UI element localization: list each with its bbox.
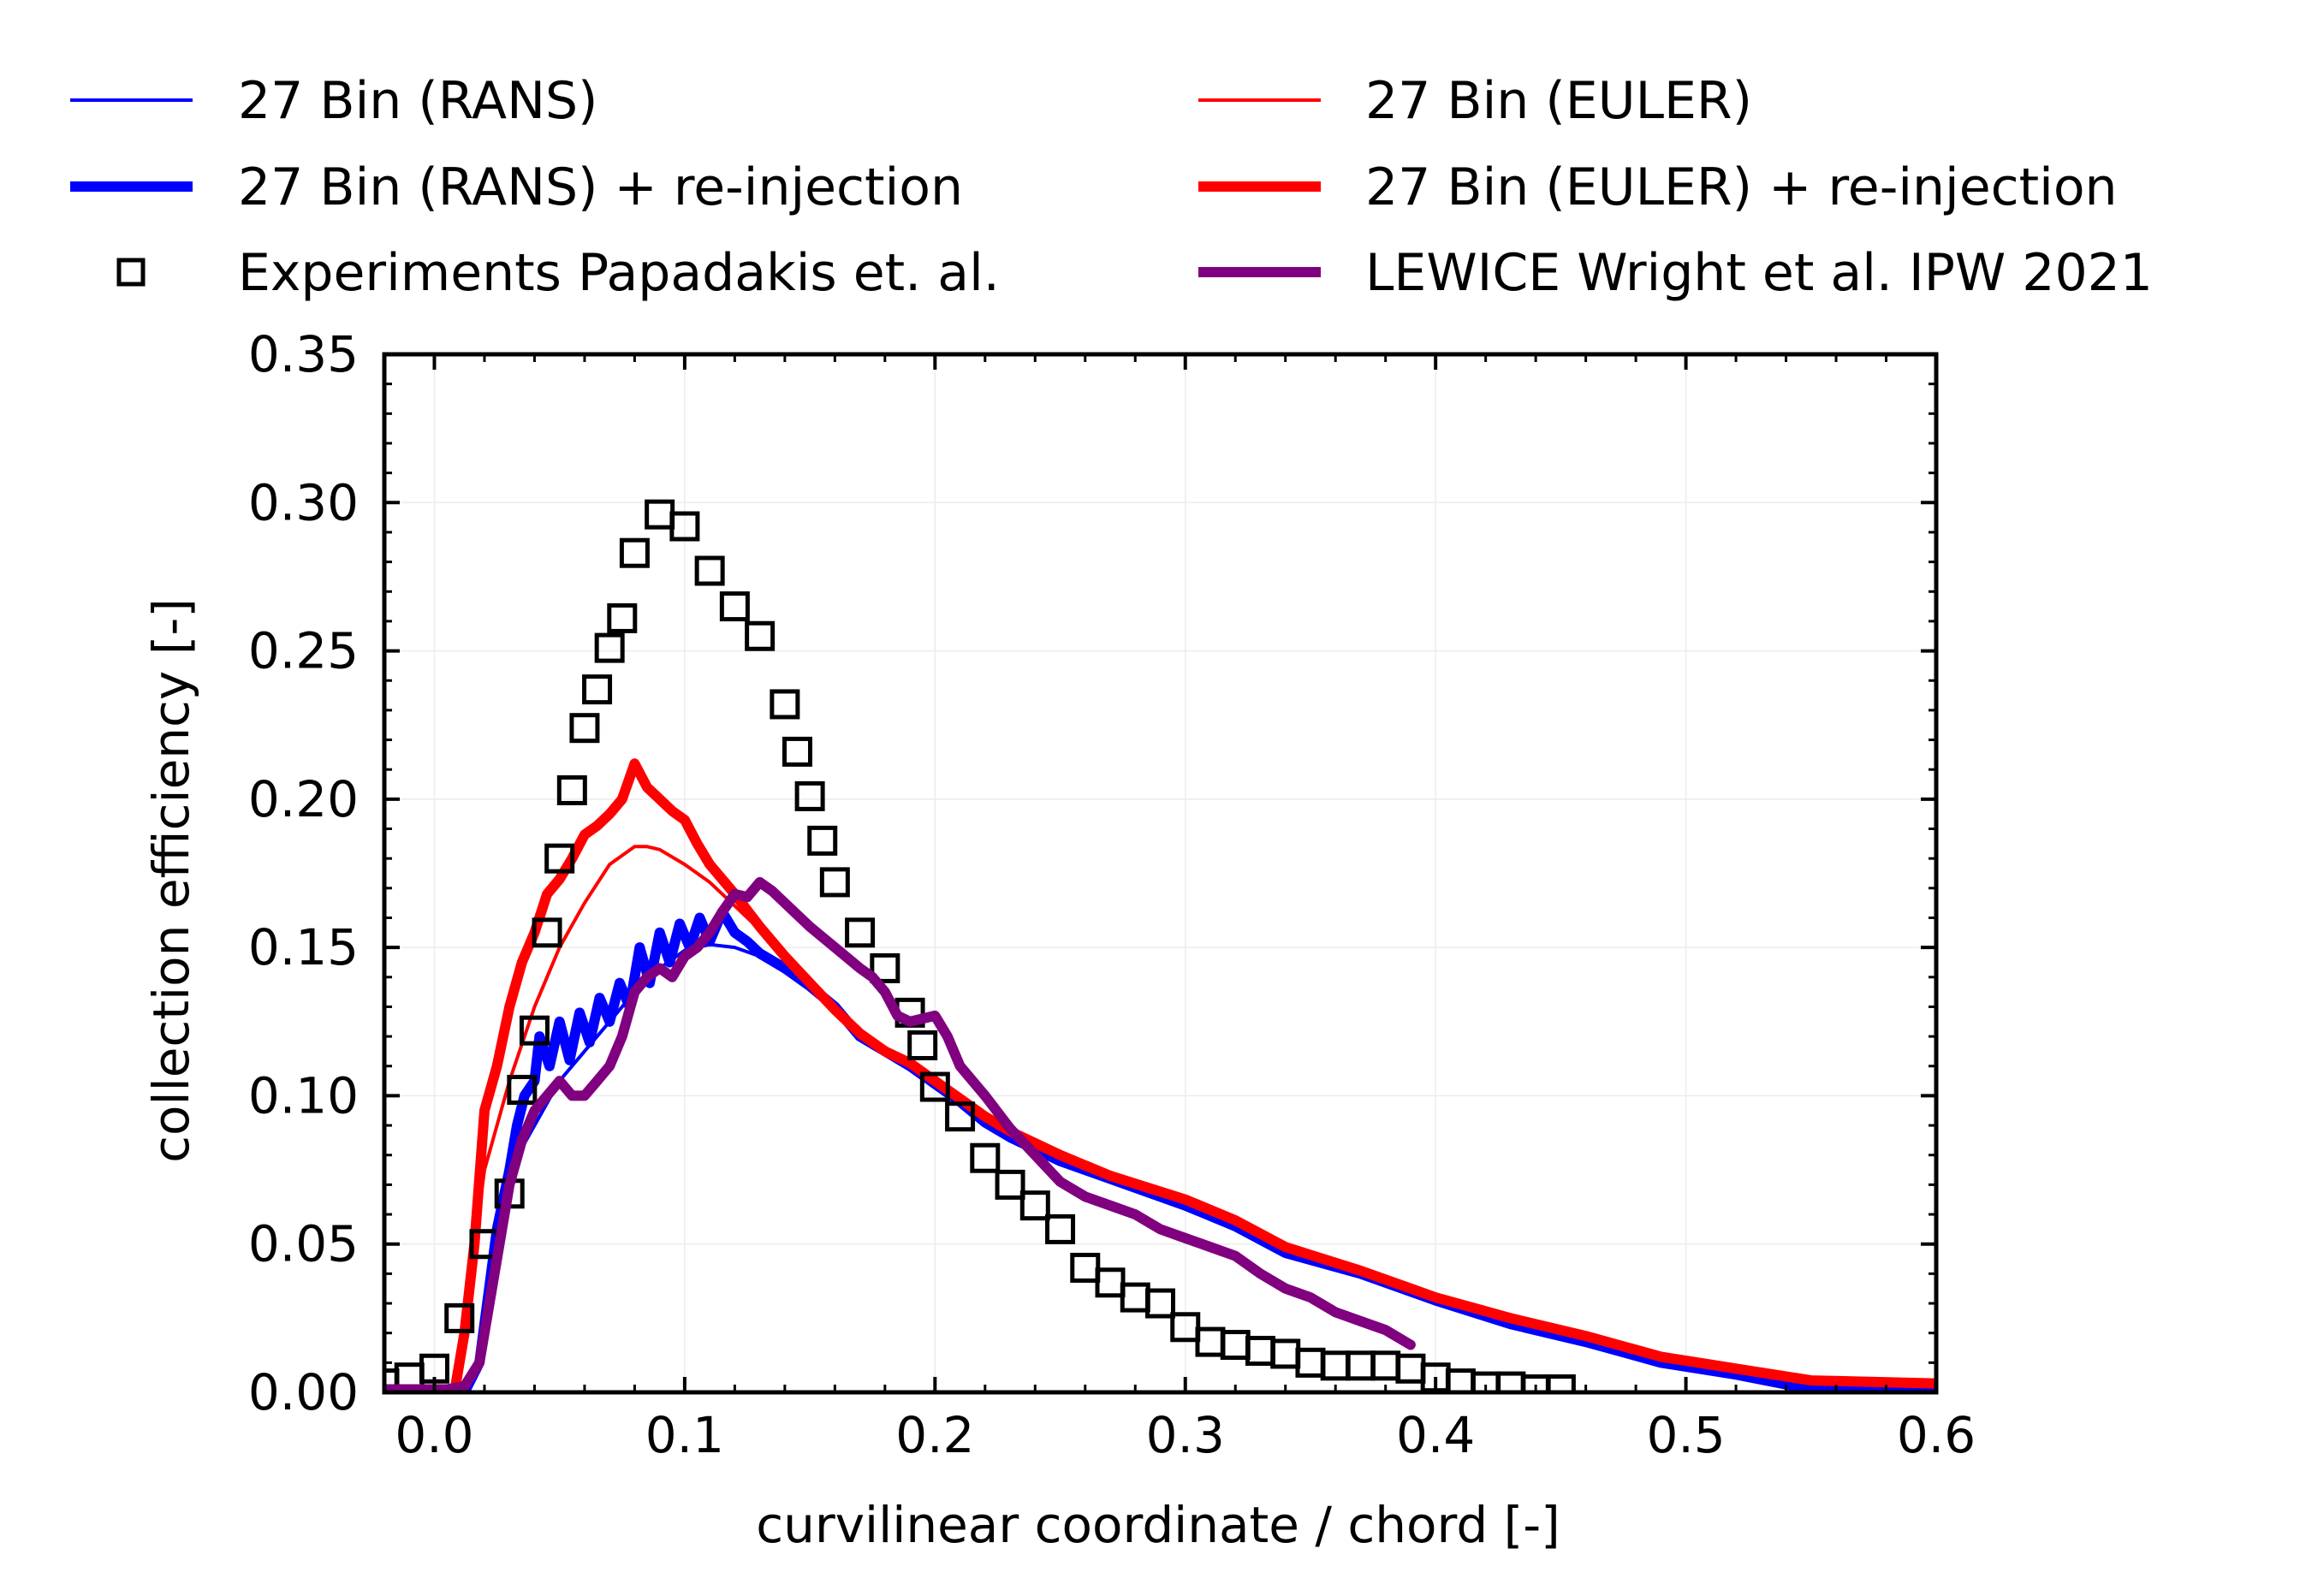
data-point-marker xyxy=(582,674,613,705)
series-line xyxy=(384,876,1416,1392)
data-point-marker xyxy=(594,632,625,663)
x-tick-label: 0.3 xyxy=(1146,1406,1225,1464)
data-point-marker xyxy=(569,713,600,744)
data-point-marker xyxy=(519,1015,550,1046)
data-point-marker xyxy=(719,591,750,622)
data-point-marker xyxy=(444,1302,475,1333)
y-tick-label: 0.10 xyxy=(248,1066,359,1124)
data-point-marker xyxy=(782,736,812,767)
data-point-marker xyxy=(1545,1374,1576,1392)
data-point-marker xyxy=(919,1071,950,1102)
legend-label: 27 Bin (RANS) xyxy=(238,71,597,131)
y-tick-label: 0.05 xyxy=(248,1215,359,1273)
legend-label: LEWICE Wright et al. IPW 2021 xyxy=(1365,243,2153,303)
y-tick-label: 0.35 xyxy=(248,325,359,383)
axes: 0.0 0.1 0.2 0.3 0.4 0.5 0.6 0.00 0.05 0.10 0.15 0.2… xyxy=(248,325,1976,1464)
data-point-marker xyxy=(819,867,850,898)
x-axis-label: curvilinear coordinate / chord [-] xyxy=(756,1496,1560,1554)
data-point-marker xyxy=(1145,1288,1175,1319)
y-axis-label: collection efficiency [-] xyxy=(142,598,200,1163)
y-tick-label: 0.30 xyxy=(248,473,359,531)
x-tick-label: 0.5 xyxy=(1646,1406,1725,1464)
y-tick-label: 0.20 xyxy=(248,770,359,828)
legend-label: 27 Bin (EULER) + re-injection xyxy=(1365,157,2118,217)
data-point-marker xyxy=(669,511,700,542)
data-point-marker xyxy=(507,1074,538,1105)
legend-label: 27 Bin (EULER) xyxy=(1365,71,1752,131)
data-point-marker xyxy=(845,917,876,948)
x-tick-label: 0.1 xyxy=(645,1406,724,1464)
data-point-marker xyxy=(544,843,575,874)
data-point-marker xyxy=(532,917,562,948)
legend-label: Experiments Papadakis et. al. xyxy=(238,243,1000,303)
data-point-marker xyxy=(694,555,725,586)
data-point-marker xyxy=(794,780,825,811)
data-point-marker xyxy=(945,1101,976,1132)
data-point-marker xyxy=(619,537,650,568)
x-tick-label: 0.2 xyxy=(895,1406,974,1464)
x-tick-label: 0.0 xyxy=(395,1406,473,1464)
x-tick-label: 0.4 xyxy=(1396,1406,1475,1464)
data-point-marker xyxy=(770,689,800,720)
legend-marker xyxy=(116,258,146,287)
legend: 27 Bin (RANS) 27 Bin (EULER) 27 Bin (RANS)… xyxy=(70,71,2153,303)
data-point-marker xyxy=(607,602,638,633)
series-layer xyxy=(384,499,1936,1392)
y-tick-label: 0.15 xyxy=(248,918,359,976)
data-point-marker xyxy=(995,1169,1025,1200)
data-point-marker xyxy=(907,1030,938,1061)
data-point-marker xyxy=(870,952,900,983)
plot-frame xyxy=(382,352,1939,1395)
x-tick-label: 0.6 xyxy=(1897,1406,1976,1464)
legend-label: 27 Bin (RANS) + re-injection xyxy=(238,157,963,217)
data-point-marker xyxy=(745,620,776,651)
data-point-marker xyxy=(807,825,838,856)
data-point-marker xyxy=(1045,1213,1076,1244)
y-tick-label: 0.25 xyxy=(248,622,359,680)
data-point-marker xyxy=(556,774,587,805)
y-tick-label: 0.00 xyxy=(248,1363,359,1421)
data-point-marker xyxy=(970,1142,1001,1173)
data-point-marker xyxy=(1019,1190,1050,1221)
